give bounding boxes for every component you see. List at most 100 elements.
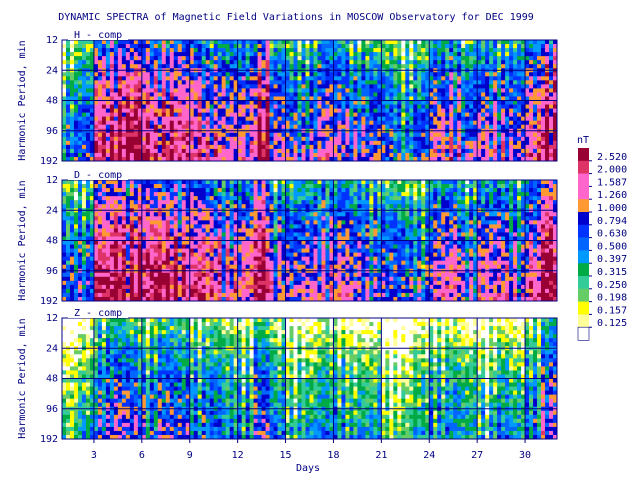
heatmap-cell [177, 196, 183, 201]
heatmap-cell [105, 136, 111, 142]
heatmap-cell [121, 280, 127, 286]
heatmap-cell [361, 56, 366, 61]
heatmap-cell [133, 112, 139, 118]
heatmap-cell [493, 148, 498, 154]
heatmap-cell [161, 296, 167, 302]
heatmap-cell [201, 196, 207, 201]
heatmap-cell [137, 108, 143, 113]
heatmap-cell [113, 252, 119, 258]
heatmap-cell [245, 52, 251, 57]
heatmap-cell [221, 196, 227, 201]
heatmap-cell [249, 140, 255, 146]
heatmap-cell [145, 280, 151, 286]
heatmap-cell [213, 44, 219, 49]
heatmap-cell [141, 116, 147, 122]
heatmap-cell [105, 292, 111, 298]
heatmap-cell [453, 60, 458, 65]
heatmap-cell [437, 108, 442, 113]
heatmap-cell [317, 60, 322, 65]
heatmap-cell [281, 40, 286, 45]
heatmap-cell [65, 152, 71, 158]
heatmap-cell [229, 44, 235, 49]
heatmap-cell [85, 204, 91, 209]
heatmap-cell [469, 104, 474, 109]
heatmap-cell [217, 296, 223, 302]
heatmap-cell [381, 60, 386, 65]
heatmap-cell [133, 56, 139, 61]
heatmap-cell [169, 124, 175, 130]
heatmap-cell [229, 144, 235, 150]
heatmap-cell [93, 152, 99, 158]
heatmap-cell [505, 116, 510, 122]
heatmap-cell [209, 140, 215, 146]
heatmap-cell [69, 152, 75, 158]
heatmap-cell [117, 280, 123, 286]
heatmap-cell [117, 80, 123, 85]
heatmap-cell [317, 120, 322, 126]
heatmap-cell [137, 288, 143, 294]
heatmap-cell [221, 220, 227, 225]
heatmap-cell [533, 80, 538, 85]
heatmap-cell [469, 108, 474, 113]
heatmap-cell [73, 236, 79, 241]
heatmap-cell [325, 136, 330, 142]
heatmap-cell [517, 120, 522, 126]
heatmap-cell [213, 108, 219, 113]
heatmap-cell [93, 44, 99, 49]
heatmap-cell [501, 72, 506, 77]
heatmap-cell [201, 248, 207, 253]
heatmap-cell [501, 136, 506, 142]
heatmap-cell [81, 140, 87, 146]
heatmap-cell [285, 140, 290, 146]
heatmap-cell [185, 52, 191, 57]
heatmap-cell [189, 116, 195, 122]
heatmap-cell [545, 152, 550, 158]
heatmap-cell [425, 152, 430, 158]
heatmap-cell [493, 56, 498, 61]
heatmap-cell [297, 76, 302, 81]
heatmap-cell [277, 140, 282, 146]
heatmap-cell [189, 272, 195, 278]
heatmap-cell [357, 148, 362, 154]
heatmap-cell [421, 56, 426, 61]
heatmap-cell [409, 104, 414, 109]
heatmap-cell [201, 116, 207, 122]
heatmap-cell [62, 256, 67, 262]
heatmap-cell [409, 108, 414, 113]
heatmap-cell [161, 152, 167, 158]
heatmap-cell [81, 48, 87, 53]
heatmap-cell [133, 72, 139, 77]
heatmap-cell [241, 156, 247, 162]
heatmap-cell [521, 108, 526, 113]
heatmap-cell [81, 200, 87, 205]
heatmap-cell [117, 56, 123, 61]
heatmap-cell [473, 152, 478, 158]
heatmap-cell [537, 132, 542, 138]
heatmap-cell [289, 52, 294, 57]
heatmap-cell [185, 60, 191, 65]
heatmap-cell [205, 76, 211, 81]
heatmap-cell [369, 116, 374, 122]
heatmap-cell [553, 72, 558, 77]
heatmap-cell [541, 132, 546, 138]
heatmap-cell [389, 116, 394, 122]
heatmap-cell [89, 76, 95, 81]
heatmap-cell [62, 272, 67, 278]
heatmap-cell [77, 248, 83, 253]
heatmap-cell [433, 156, 438, 162]
heatmap-cell [97, 156, 103, 162]
heatmap-cell [461, 152, 466, 158]
heatmap-cell [345, 92, 350, 97]
heatmap-cell [309, 148, 314, 154]
heatmap-cell [113, 232, 119, 237]
heatmap-cell [461, 92, 466, 97]
heatmap-cell [209, 120, 215, 126]
heatmap-cell [101, 60, 107, 65]
heatmap-cell [113, 236, 119, 241]
heatmap-cell [97, 272, 103, 278]
heatmap-cell [177, 88, 183, 93]
heatmap-cell [505, 140, 510, 146]
heatmap-cell [62, 140, 67, 146]
heatmap-cell [329, 108, 334, 113]
